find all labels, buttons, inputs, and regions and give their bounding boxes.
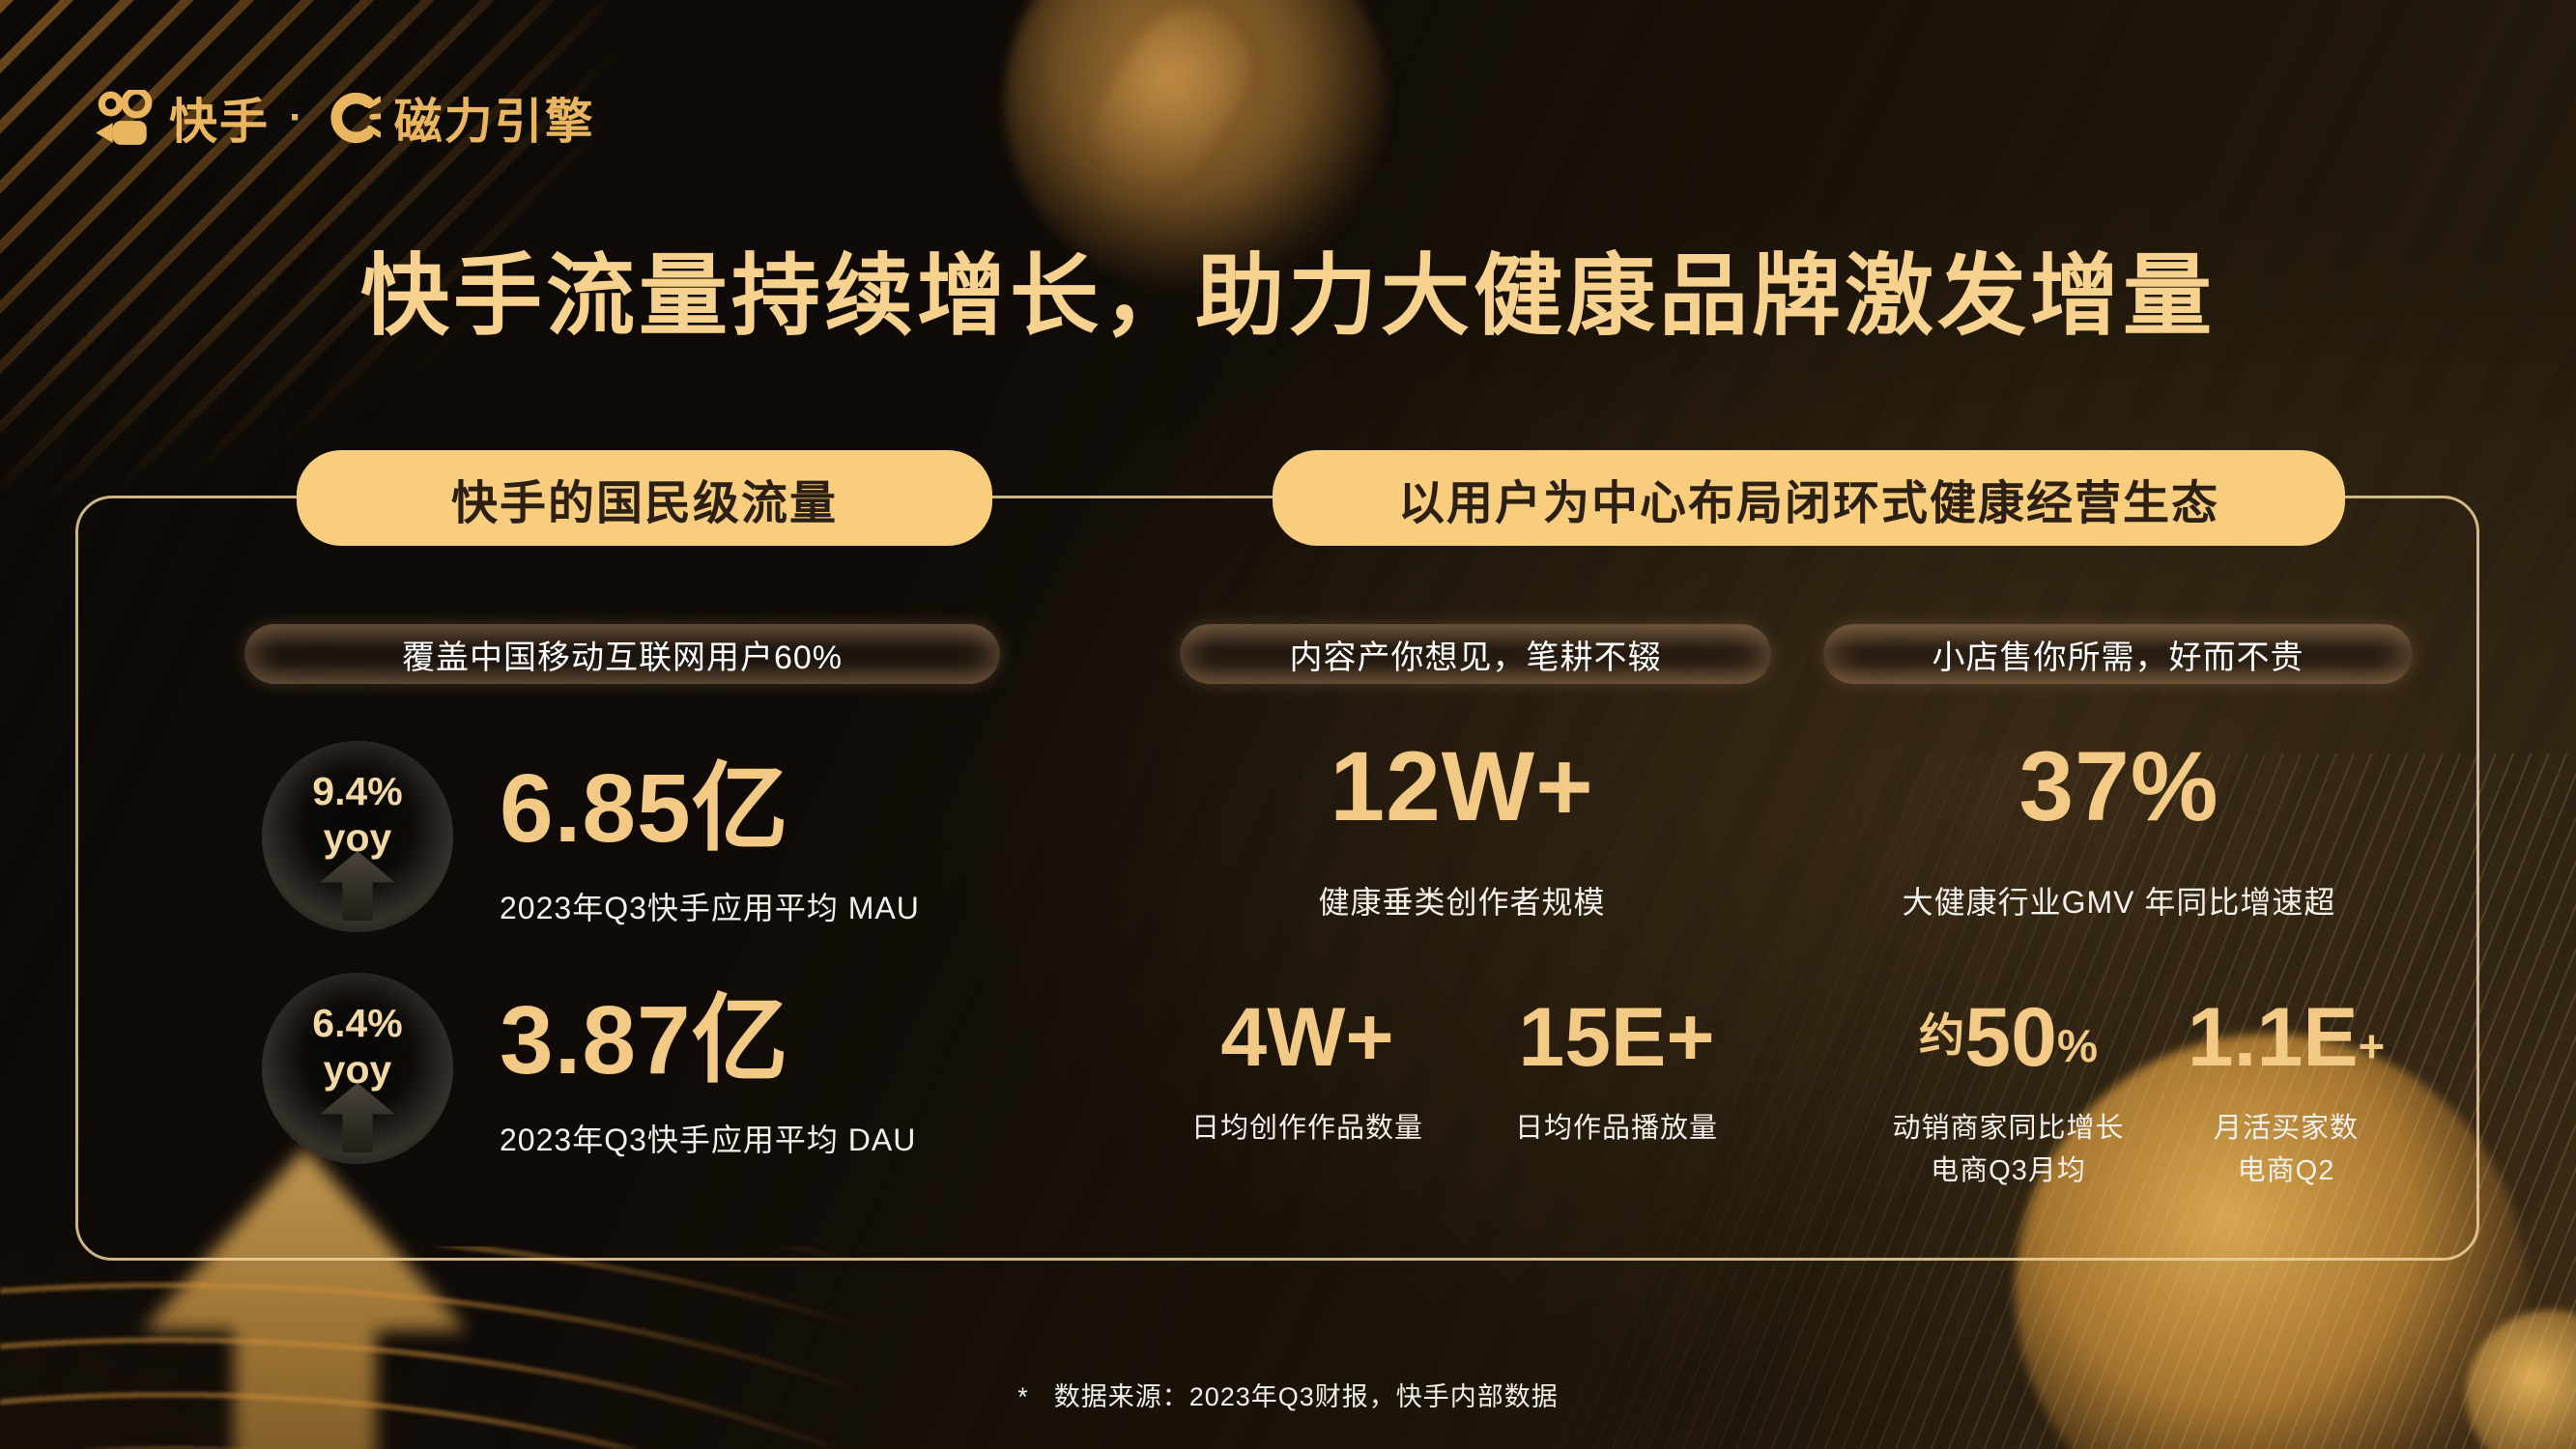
stat-creators: 12W+ 健康垂类创作者规模 bbox=[1172, 737, 1752, 923]
stat-number: 4W+ bbox=[1220, 991, 1394, 1084]
stat-daily-works: 4W+ 日均创作作品数量 bbox=[1114, 996, 1501, 1151]
stat-monthly-buyers: 1.1E+ 月活买家数 电商Q2 bbox=[2098, 996, 2475, 1192]
caption-line1: 日均作品播放量 bbox=[1514, 1113, 1718, 1144]
stat-caption-mau: 2023年Q3快手应用平均 MAU bbox=[500, 891, 920, 925]
yoy-badge-dau: 6.4% yoy bbox=[262, 973, 453, 1164]
caption-line1: 动销商家同比增长 bbox=[1892, 1113, 2125, 1144]
stat-caption: 月活买家数 电商Q2 bbox=[2098, 1108, 2475, 1192]
brand-separator: · bbox=[289, 94, 305, 141]
yoy-value: 6.4% bbox=[312, 1001, 403, 1045]
stat-caption-gmv: 大健康行业GMV 年同比增速超 bbox=[1902, 885, 2336, 920]
caption-line1: 月活买家数 bbox=[2213, 1113, 2359, 1144]
up-arrow-icon bbox=[320, 851, 395, 921]
stat-value: 约50% bbox=[1808, 996, 2209, 1079]
stat-row-dau: 6.4% yoy 3.87亿 2023年Q3快手应用平均 DAU bbox=[262, 973, 916, 1164]
stat-caption: 日均创作作品数量 bbox=[1114, 1108, 1501, 1151]
right-section-header-pill: 以用户为中心布局闭环式健康经营生态 bbox=[1273, 450, 2345, 546]
stat-row-mau: 9.4% yoy 6.85亿 2023年Q3快手应用平均 MAU bbox=[262, 741, 920, 932]
page-title: 快手流量持续增长，助力大健康品牌激发增量 bbox=[359, 247, 2216, 346]
stat-suffix: + bbox=[2358, 1021, 2386, 1073]
data-source-footnote: * 数据来源：2023年Q3财报，快手内部数据 bbox=[0, 1376, 2576, 1413]
yoy-value: 9.4% bbox=[312, 769, 403, 813]
curved-bands-decor bbox=[0, 1246, 947, 1449]
footnote-marker: * bbox=[1017, 1382, 1029, 1411]
yoy-badge-text: 6.4% yoy bbox=[262, 1000, 453, 1094]
stat-value: 4W+ bbox=[1114, 996, 1501, 1079]
stat-number: 1.1E bbox=[2187, 991, 2359, 1084]
left-subheader-pill: 覆盖中国移动互联网用户60% bbox=[244, 624, 1000, 684]
brand-kuaishou-label: 快手 bbox=[169, 95, 270, 149]
stat-value-gmv: 37% bbox=[2018, 731, 2219, 841]
yoy-badge-text: 9.4% yoy bbox=[262, 768, 453, 862]
stat-merchant-growth: 约50% 动销商家同比增长 电商Q3月均 bbox=[1808, 996, 2209, 1192]
stat-value-dau: 3.87亿 bbox=[500, 986, 789, 1094]
stat-value-creators: 12W+ bbox=[1330, 731, 1594, 841]
fine-lines-decor bbox=[1449, 753, 2576, 1449]
content-panel: 快手的国民级流量 以用户为中心布局闭环式健康经营生态 覆盖中国移动互联网用户60… bbox=[75, 450, 2479, 1261]
stat-value-mau: 6.85亿 bbox=[500, 754, 789, 863]
gold-sphere-decor bbox=[2015, 1034, 2527, 1449]
kuaishou-logo-icon bbox=[92, 90, 156, 146]
stat-main-mau: 6.85亿 2023年Q3快手应用平均 MAU bbox=[500, 741, 920, 928]
brand-engine-label: 磁力引擎 bbox=[393, 95, 595, 149]
stat-prefix: 约 bbox=[1918, 1009, 1965, 1062]
yoy-badge-mau: 9.4% yoy bbox=[262, 741, 453, 932]
stat-value: 15E+ bbox=[1423, 996, 1810, 1079]
commerce-subheader-pill: 小店售你所需，好而不贵 bbox=[1823, 624, 2413, 684]
caption-line2: 电商Q2 bbox=[2237, 1154, 2335, 1186]
stat-caption: 日均作品播放量 bbox=[1423, 1108, 1810, 1151]
brand-logo: 快手 · 磁力引擎 bbox=[92, 83, 595, 153]
stat-suffix: % bbox=[2056, 1021, 2099, 1073]
stat-gmv: 37% 大健康行业GMV 年同比增速超 bbox=[1829, 737, 2409, 923]
footnote-text: 数据来源：2023年Q3财报，快手内部数据 bbox=[1053, 1382, 1559, 1411]
stat-daily-plays: 15E+ 日均作品播放量 bbox=[1423, 996, 1810, 1151]
stat-value: 1.1E+ bbox=[2098, 996, 2475, 1079]
caption-line2: 电商Q3月均 bbox=[1931, 1154, 2086, 1186]
content-subheader-pill: 内容产你想见，笔耕不辍 bbox=[1180, 624, 1771, 684]
stat-main-dau: 3.87亿 2023年Q3快手应用平均 DAU bbox=[500, 973, 916, 1160]
up-arrow-icon bbox=[320, 1083, 395, 1152]
stat-caption: 动销商家同比增长 电商Q3月均 bbox=[1808, 1108, 2209, 1192]
caption-line1: 日均创作作品数量 bbox=[1190, 1113, 1423, 1144]
stat-caption-creators: 健康垂类创作者规模 bbox=[1318, 885, 1606, 920]
magnetic-engine-logo-icon bbox=[325, 90, 381, 146]
stat-number: 15E+ bbox=[1518, 991, 1715, 1084]
stat-caption-dau: 2023年Q3快手应用平均 DAU bbox=[500, 1122, 917, 1157]
stat-number: 50 bbox=[1964, 991, 2057, 1084]
left-section-header-pill: 快手的国民级流量 bbox=[297, 450, 992, 546]
